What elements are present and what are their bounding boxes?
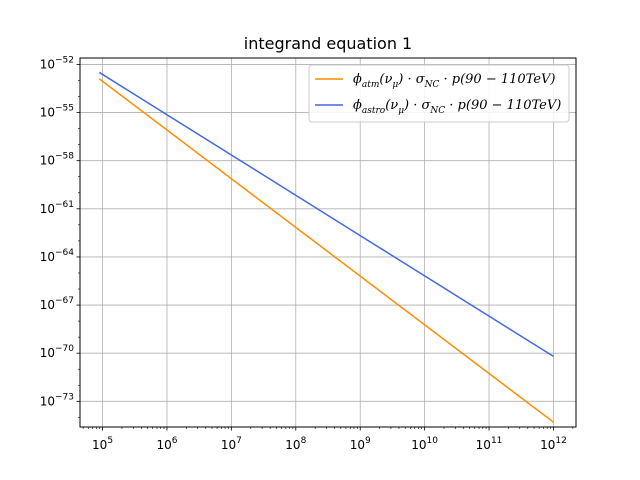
x-tick-label: 105 [92,436,113,452]
series-line-2 [98,71,554,358]
plot-frame [79,57,577,428]
x-tick-label: 107 [221,436,242,452]
x-tick-label: 1011 [476,436,503,452]
y-tick-label: 10−61 [40,200,74,216]
x-tick-label: 109 [350,436,371,452]
y-tick-label: 10−67 [40,296,74,312]
chart-title: integrand equation 1 [244,34,412,53]
legend: ϕatm(νμ) · σNC · p(90 − 110TeV) ϕastro(νμ… [308,64,570,123]
y-tick-label: 10−73 [40,392,74,408]
legend-label: ϕastro(νμ) · σNC · p(90 − 110TeV) [353,98,561,116]
y-axis: 10−52 10−55 10−58 10−61 10−64 10−67 10−70 10−73 [40,55,80,418]
series-line-1 [98,78,554,423]
y-tick-label: 10−55 [40,104,74,120]
x-axis: 105 106 107 108 109 1010 1011 1012 [82,427,574,452]
series-group [98,71,554,423]
x-tick-label: 106 [156,436,177,452]
x-tick-label: 1012 [540,436,567,452]
y-tick-label: 10−52 [40,55,74,71]
x-tick-label: 1010 [411,436,438,452]
x-tick-label: 108 [285,436,306,452]
y-tick-label: 10−70 [40,344,75,360]
legend-box [308,64,570,123]
y-tick-label: 10−64 [40,248,75,264]
y-tick-label: 10−58 [40,152,75,168]
legend-label: ϕatm(νμ) · σNC · p(90 − 110TeV) [353,72,555,90]
